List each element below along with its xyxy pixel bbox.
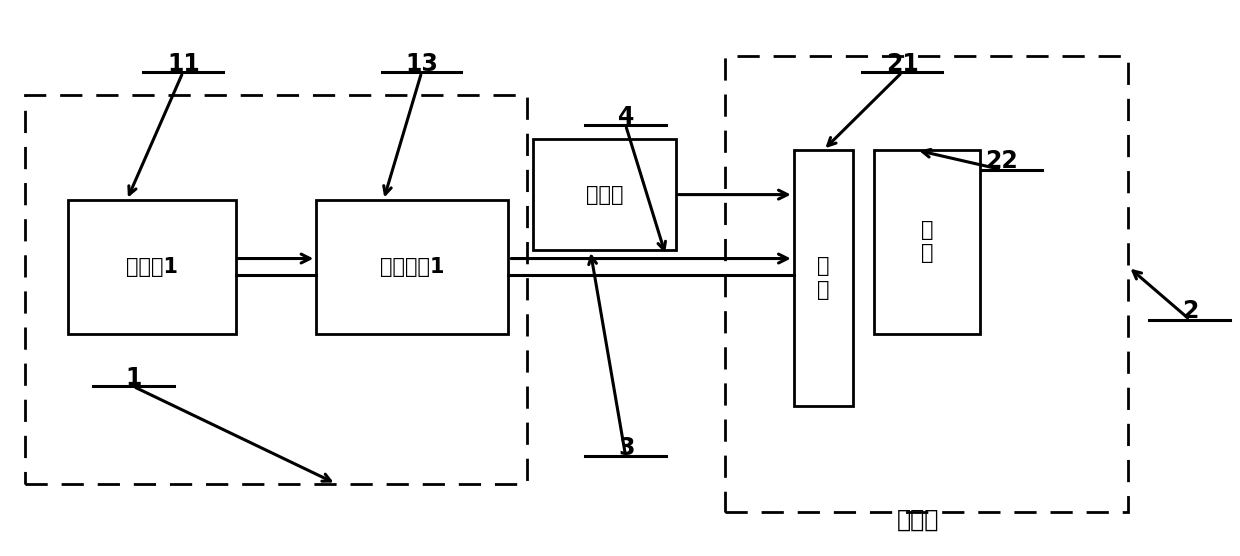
Text: 加速结构1: 加速结构1 (379, 257, 445, 277)
Text: 22: 22 (986, 149, 1018, 173)
Text: 3: 3 (618, 435, 635, 460)
Bar (725, 56, 1128, 512)
Bar (794, 150, 853, 406)
Text: 靶系统: 靶系统 (897, 508, 939, 532)
Text: 13: 13 (405, 52, 438, 76)
Text: 4: 4 (618, 105, 635, 129)
Text: 靶
盘: 靶 盘 (817, 256, 830, 300)
Bar (316, 200, 508, 334)
Text: 11: 11 (167, 52, 200, 76)
Text: 靶
基: 靶 基 (920, 220, 934, 264)
Bar (533, 139, 676, 250)
Text: 溅射源: 溅射源 (585, 185, 624, 205)
Text: 离子源1: 离子源1 (126, 257, 177, 277)
Bar (68, 200, 236, 334)
Text: 21: 21 (887, 52, 919, 76)
Text: 2: 2 (1182, 299, 1199, 324)
Bar (874, 150, 980, 334)
Bar (25, 95, 527, 484)
Text: 1: 1 (125, 366, 143, 390)
